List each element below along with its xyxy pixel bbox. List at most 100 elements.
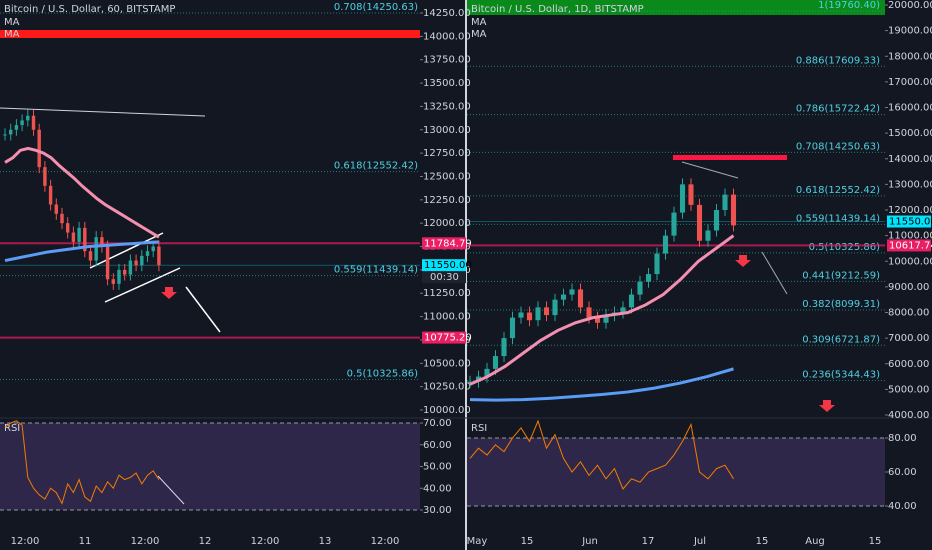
candle [594,317,601,323]
candle [705,230,711,241]
fib-label: 0.5(10325.86) [809,242,881,253]
candle [122,269,127,275]
x-tick-label: 12:00 [371,536,400,547]
projection-arrow [681,161,739,179]
fib-label: 0.559(11439.14) [334,265,418,276]
candle [20,120,24,126]
price-badge [422,237,466,250]
rsi-tick-label: 40.00 [888,501,917,512]
rsi-tick-label: 30.00 [423,505,452,516]
rsi-tick-label: 70.00 [423,418,452,429]
trend-line [0,107,206,117]
price-badge [422,331,466,344]
channel-line [89,232,164,269]
ma-slow [469,367,734,402]
candle [467,381,473,383]
y-tick-label: 5000.00 [888,384,929,395]
candle [484,368,490,377]
panel-title: Bitcoin / U.S. Dollar, 1D, BITSTAMP [471,4,644,15]
candle [134,260,138,266]
y-tick-label: 13000.00 [888,179,932,190]
y-tick-label: 15000.00 [888,128,932,139]
x-tick-label: Jul [693,536,706,547]
panel-title: Bitcoin / U.S. Dollar, 60, BITSTAMP [4,4,175,15]
fib-label: 0.886(17609.33) [796,55,880,66]
candle [586,307,592,318]
fib-label: 0.236(5344.43) [802,370,880,381]
price-badge-label: 10617.74 [889,240,932,251]
channel-line [104,267,181,303]
candle [65,223,70,233]
candle [535,307,541,321]
candle [552,299,558,316]
y-tick-label: 16000.00 [888,103,932,114]
candle [492,356,499,369]
countdown-badge [422,271,466,284]
y-tick-label: 10000.00 [423,405,471,416]
x-tick-label: 13 [319,536,332,547]
fib-label: 0.618(12552.42) [796,185,880,196]
candle [730,194,737,226]
y-tick-label: 17000.00 [888,77,932,88]
y-tick-label: 18000.00 [888,51,932,62]
candle [620,307,626,313]
candle [518,312,524,318]
rsi-band [467,438,885,506]
projection-arrow [761,251,788,295]
rsi-tick-label: 80.00 [888,433,917,444]
down-arrow-icon [819,400,835,412]
candle [509,317,516,339]
down-arrow-icon [735,255,751,267]
y-tick-label: 11000.00 [888,231,932,242]
resistance-band [0,30,420,38]
candle [14,125,19,130]
price-badge [887,239,931,252]
candle [654,253,660,275]
ma-label: MA [471,17,487,28]
countdown: 00:30 [430,272,459,283]
ma-label: MA [471,29,487,40]
candle [117,269,121,284]
candle [94,237,98,261]
fib-label: 0.441(9212.59) [802,270,880,281]
ma-label: MA [4,17,20,28]
candle [560,294,567,300]
price-badge-label: 11550.00 [889,217,932,228]
price-badge [887,215,931,228]
fib-label: 0.618(12552.42) [334,161,418,172]
candle [3,134,7,136]
price-badge-label: 10775.20 [424,333,472,344]
rsi-band [0,423,420,510]
fib-label: 0.786(15722.42) [796,104,880,115]
rsi-label: RSI [471,423,487,434]
x-tick-label: 11 [79,536,92,547]
fib-label: 0.559(11439.14) [796,213,880,224]
x-tick-label: 15 [756,536,769,547]
x-tick-label: 15 [521,536,534,547]
candle [31,115,36,130]
candle [88,251,93,261]
price-badge-label: 11784.79 [424,238,472,249]
candle [628,294,635,308]
fib-label: 0.708(14250.63) [334,2,418,13]
rsi-line [469,419,734,490]
y-tick-label: 8000.00 [888,308,929,319]
candle [543,307,550,316]
fib-label: 0.708(14250.63) [796,141,880,152]
candle [722,194,728,210]
x-tick-label: 12:00 [11,536,40,547]
candle [569,289,575,295]
price-badge [422,259,466,272]
y-tick-label: 19000.00 [888,26,932,37]
x-tick-label: 15 [869,536,882,547]
candle [662,235,669,254]
candle [603,315,609,323]
y-tick-label: 6000.00 [888,359,929,370]
candle [151,246,155,252]
candle [105,246,110,280]
y-tick-label: 9000.00 [888,282,929,293]
x-tick-label: 12:00 [131,536,160,547]
y-tick-label: 14000.00 [423,31,471,42]
x-tick-label: May [467,536,488,547]
